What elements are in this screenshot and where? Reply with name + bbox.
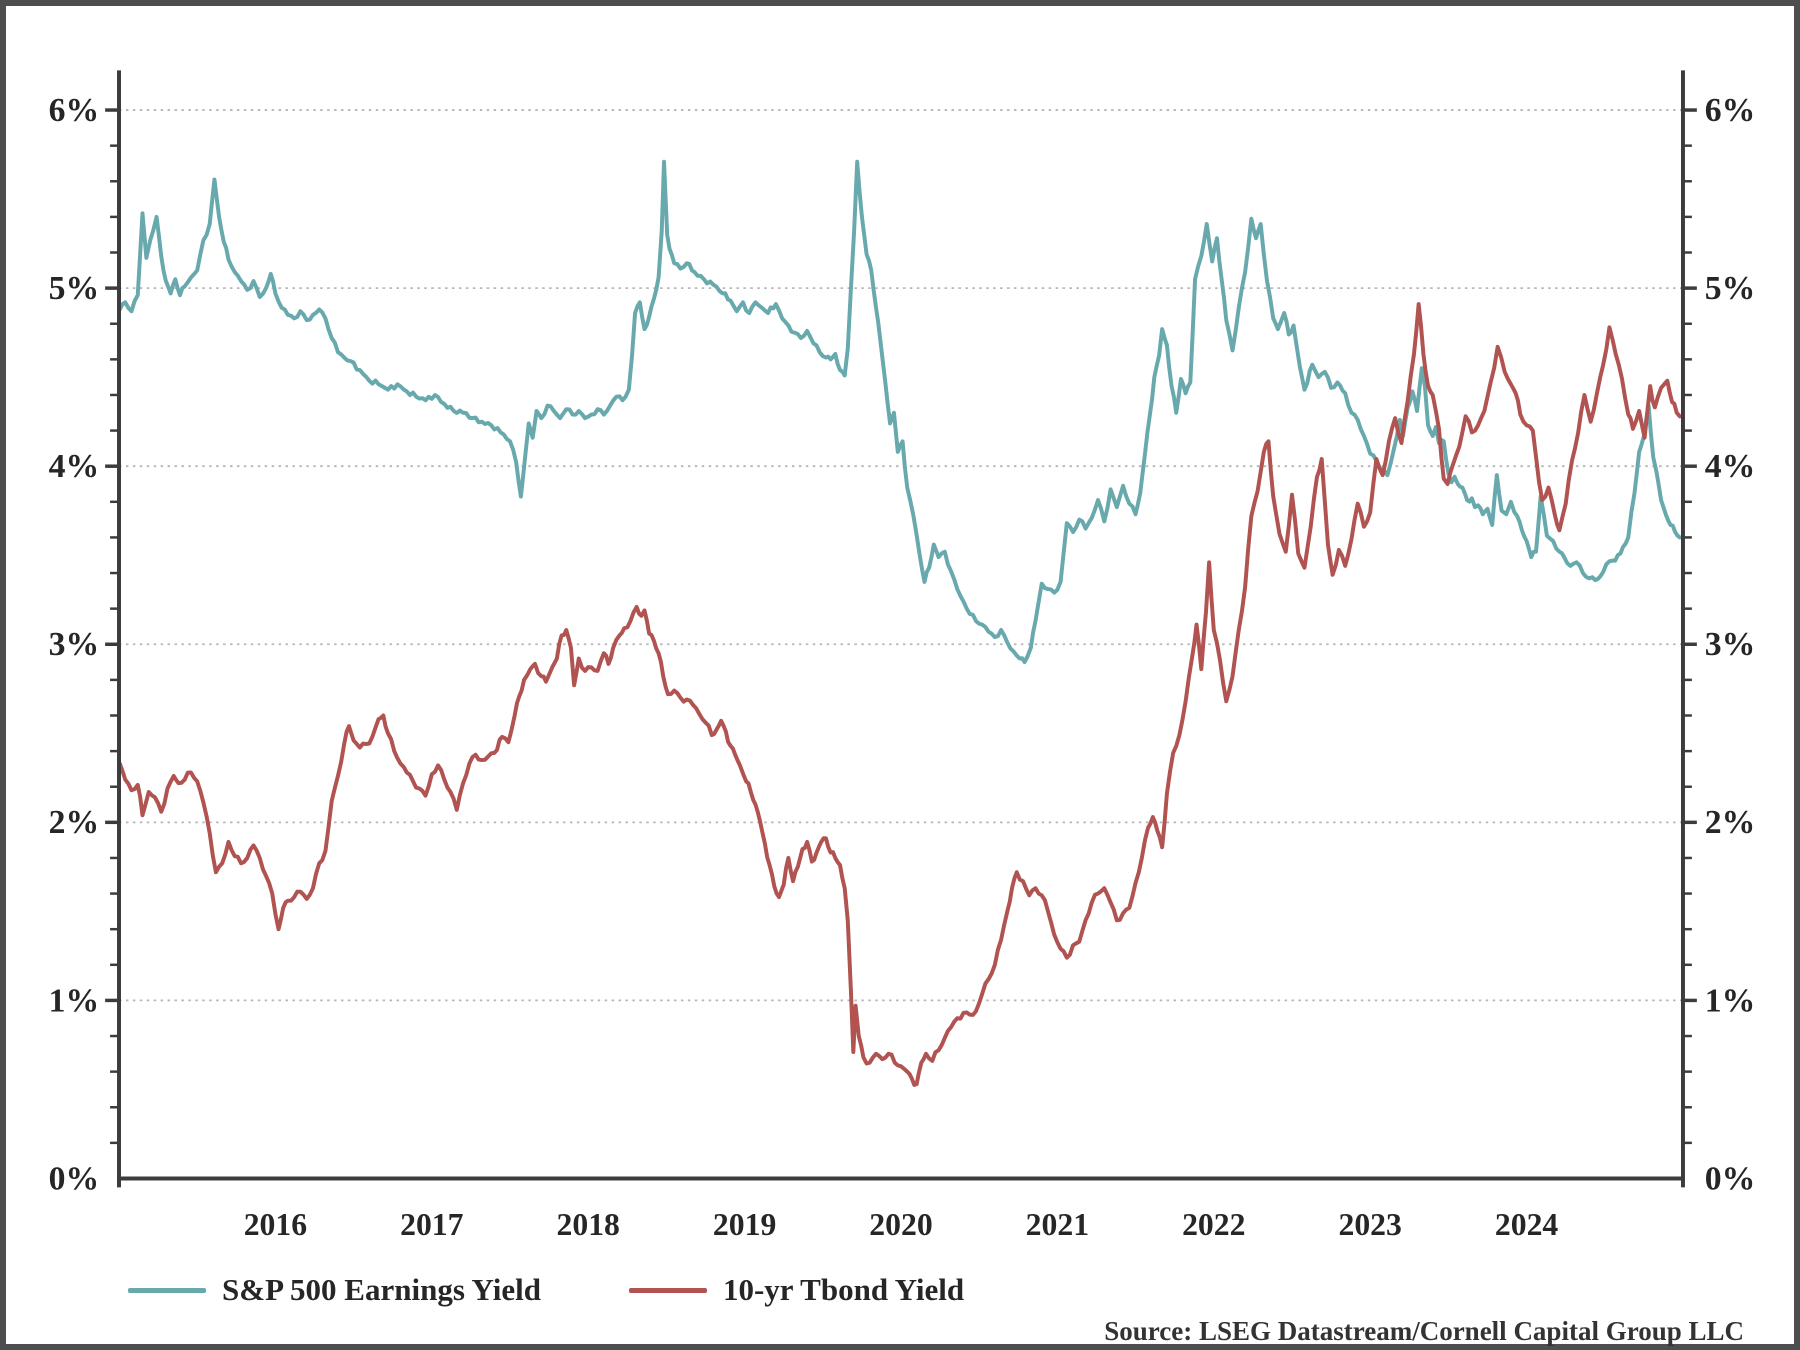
y-tick-label-left-4%: 4% [49,448,100,485]
y-tick-label-right-1%: 1% [1705,982,1756,1019]
series-line-10yr-tbond [117,302,1682,1087]
source-note: Source: LSEG Datastream/Cornell Capital … [1104,1316,1744,1346]
legend-swatch-sp500-earnings-yield [128,1287,206,1293]
y-tick-label-right-5%: 5% [1705,270,1756,307]
legend-label-sp500-earnings-yield: S&P 500 Earnings Yield [222,1272,541,1307]
y-tick-label-right-6%: 6% [1705,92,1756,129]
x-tick-label-2016: 2016 [244,1207,307,1242]
y-tick-label-left-5%: 5% [49,270,100,307]
y-tick-label-left-6%: 6% [49,92,100,129]
y-tick-label-right-3%: 3% [1705,626,1756,663]
x-tick-label-2021: 2021 [1026,1207,1089,1242]
x-tick-label-2019: 2019 [713,1207,776,1242]
series-line-sp500-ey [117,159,1682,665]
x-tick-label-2022: 2022 [1182,1207,1245,1242]
x-tick-label-2023: 2023 [1338,1207,1401,1242]
legend-label-10yr-tbond-yield: 10-yr Tbond Yield [722,1272,965,1307]
y-tick-label-left-0%: 0% [49,1160,100,1197]
y-tick-label-right-0%: 0% [1705,1160,1756,1197]
y-tick-label-left-1%: 1% [49,982,100,1019]
legend-item-10yr-tbond-yield: 10-yr Tbond Yield [628,1272,965,1308]
x-tick-label-2017: 2017 [400,1207,464,1242]
x-tick-label-2018: 2018 [556,1207,619,1242]
chart-legend: S&P 500 Earnings Yield 10-yr Tbond Yield [128,1272,964,1308]
line-chart: 0% 0% 1% 1% 2% 2% 3% 3% 4% 4% 5% 5% 6% 6% 2016 2017 2018… [49,70,1756,1242]
y-tick-label-right-2%: 2% [1705,804,1756,841]
x-tick-label-2020: 2020 [869,1207,932,1242]
x-tick-label-2024: 2024 [1495,1207,1559,1242]
y-tick-label-right-4%: 4% [1705,448,1756,485]
legend-swatch-10yr-tbond-yield [628,1287,707,1293]
y-tick-label-left-2%: 2% [49,804,100,841]
y-tick-label-left-3%: 3% [49,626,100,663]
legend-item-sp500-earnings-yield: S&P 500 Earnings Yield [128,1272,541,1308]
